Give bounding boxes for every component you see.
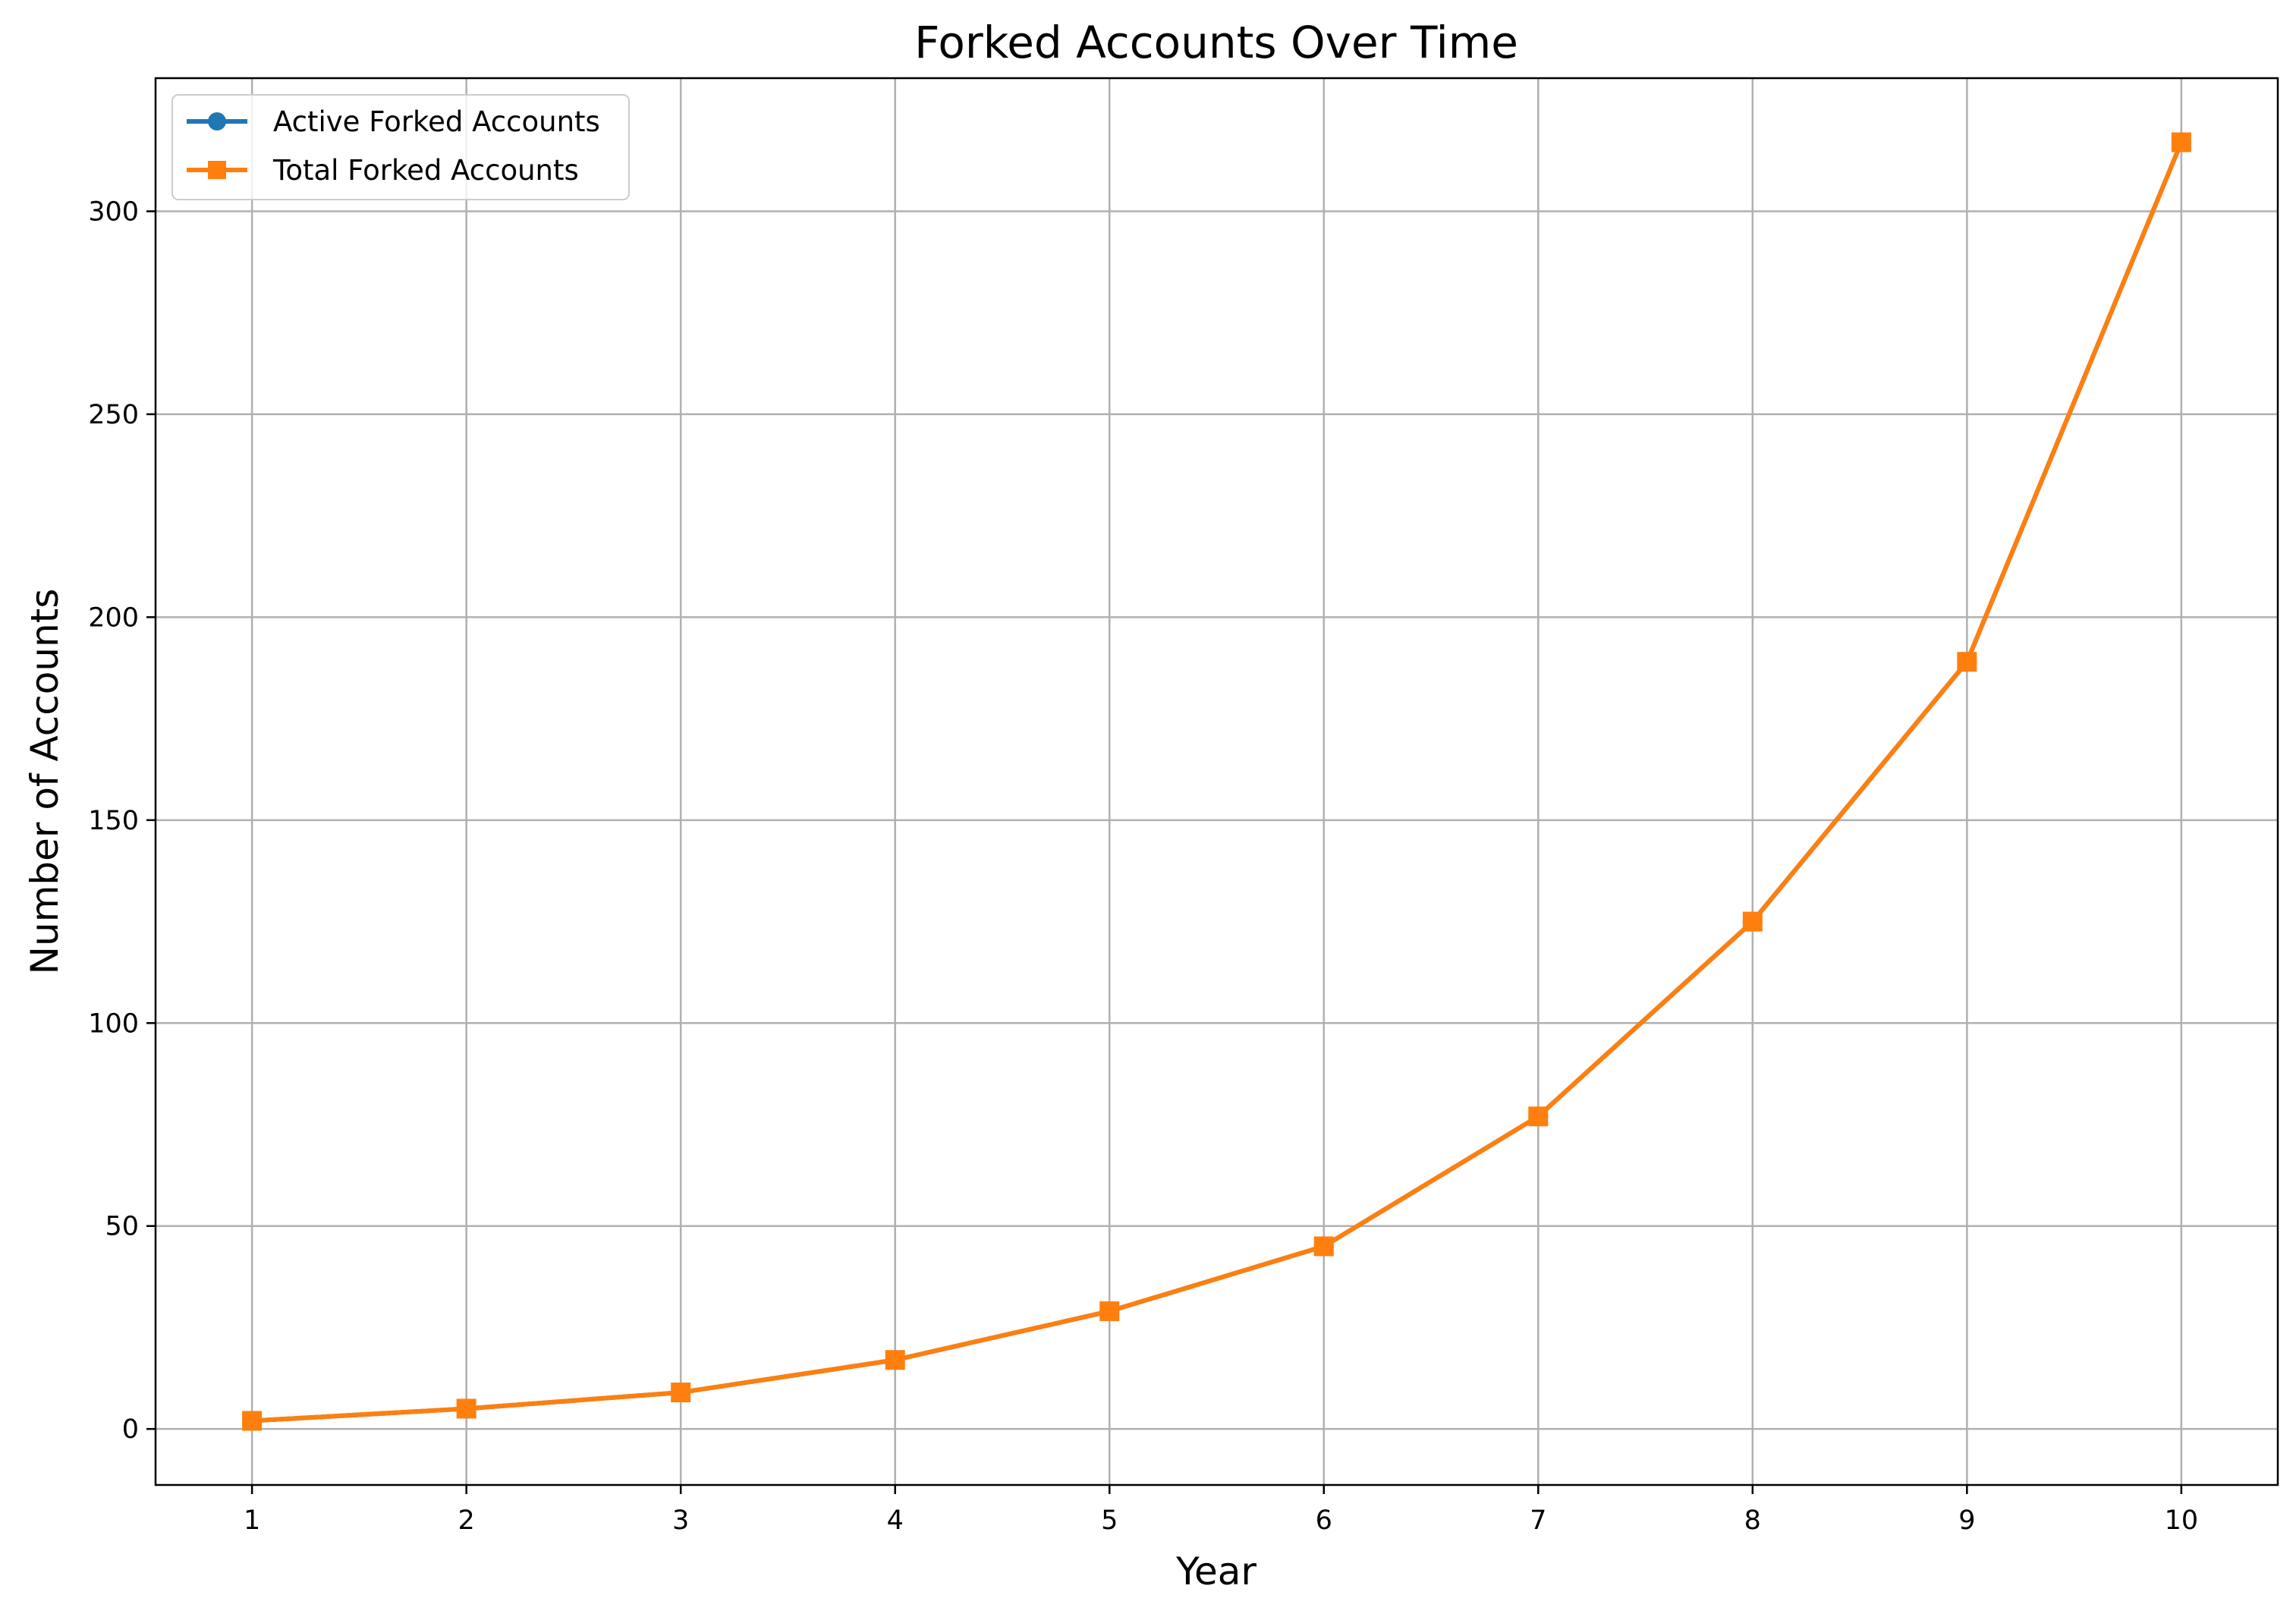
- series-line-total: [251, 141, 2184, 1424]
- y-tick-label: 250: [88, 400, 139, 430]
- legend-label-total: Total Forked Accounts: [272, 154, 579, 187]
- x-tick-label: 6: [1316, 1505, 1332, 1536]
- x-tick-label: 10: [2165, 1505, 2199, 1536]
- legend-box: [171, 94, 630, 200]
- data-point-total: [671, 1383, 691, 1403]
- y-axis-label: Number of Accounts: [23, 589, 67, 975]
- y-tick-label: 300: [88, 197, 139, 227]
- y-tick-label: 150: [88, 806, 139, 836]
- y-tick-label: 0: [122, 1414, 139, 1445]
- x-tick-label: 7: [1530, 1505, 1546, 1536]
- legend-marker-active: [208, 112, 226, 131]
- data-point-total: [885, 1350, 905, 1370]
- x-tick-label: 2: [458, 1505, 475, 1536]
- y-tick-label: 50: [105, 1212, 139, 1242]
- legend: Active Forked Accounts Total Forked Acco…: [171, 94, 630, 200]
- data-point-total: [1957, 652, 1977, 672]
- data-point-total: [1099, 1301, 1120, 1322]
- y-tick-label: 100: [88, 1008, 139, 1039]
- legend-label-active: Active Forked Accounts: [273, 105, 600, 138]
- y-tick-label: 200: [88, 602, 139, 633]
- data-point-total: [1742, 911, 1763, 932]
- legend-marker-total: [208, 161, 226, 179]
- x-tick-label: 4: [887, 1505, 904, 1536]
- series-total: [242, 132, 2191, 1431]
- grid: [156, 78, 2278, 1485]
- x-axis-label: Year: [1175, 1549, 1257, 1593]
- x-tick-label: 8: [1744, 1505, 1761, 1536]
- data-point-total: [1313, 1236, 1334, 1257]
- x-tick-label: 3: [672, 1505, 689, 1536]
- data-point-total: [1528, 1106, 1549, 1127]
- x-tick-label: 5: [1101, 1505, 1118, 1536]
- x-tick-label: 1: [244, 1505, 260, 1536]
- data-point-total: [242, 1411, 263, 1431]
- data-point-total: [2171, 132, 2191, 153]
- data-point-total: [456, 1398, 476, 1419]
- axes-frame: [154, 77, 2279, 1486]
- x-tick-label: 9: [1958, 1505, 1975, 1536]
- chart-title: Forked Accounts Over Time: [914, 17, 1518, 68]
- plot-area: [242, 132, 2191, 1431]
